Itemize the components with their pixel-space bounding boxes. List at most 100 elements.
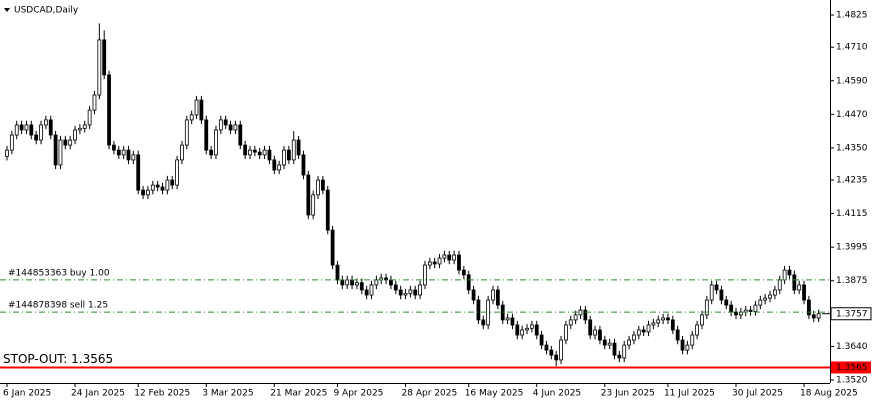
candle-body <box>427 261 432 266</box>
candle-body <box>364 289 369 296</box>
candle-body <box>87 109 92 126</box>
y-tick-label: 1.4710 <box>836 43 868 53</box>
candle-body <box>520 329 525 336</box>
candle-body <box>554 354 559 361</box>
candle-body <box>350 279 354 286</box>
stop-out-label: STOP-OUT: 1.3565 <box>3 352 113 366</box>
y-tick-label: 1.4825 <box>836 11 868 21</box>
x-tick-label: 24 Jan 2025 <box>71 389 125 399</box>
candle-body <box>777 279 782 291</box>
candle-body <box>92 94 97 111</box>
candle-body <box>97 39 102 96</box>
candle-body <box>432 261 437 265</box>
candle-body <box>651 322 656 326</box>
candle-body <box>403 292 408 296</box>
chart-title: USDCAD,Daily <box>14 6 79 16</box>
candle-body <box>481 319 486 326</box>
candle-body <box>286 149 291 161</box>
candle-body <box>238 124 243 146</box>
candle-body <box>34 134 39 141</box>
candle-body <box>738 311 743 316</box>
candle-body <box>442 254 447 259</box>
candle-body <box>719 289 724 301</box>
candle-body <box>787 269 792 276</box>
candle-body <box>418 284 423 296</box>
y-tick-label: 1.4590 <box>836 76 868 86</box>
candle-body <box>602 339 607 346</box>
candle-body <box>807 299 811 316</box>
candle-body <box>223 119 228 126</box>
candle-body <box>189 114 194 121</box>
candle-body <box>180 144 184 161</box>
candle-body <box>661 317 665 321</box>
candle-body <box>423 264 427 286</box>
candle-body <box>704 299 709 316</box>
candle-body <box>262 149 267 156</box>
candle-body <box>389 279 393 286</box>
x-tick-label: 28 Apr 2025 <box>402 389 458 399</box>
candle-body <box>452 254 457 261</box>
candle-body <box>272 159 277 171</box>
candle-body <box>471 289 476 301</box>
candle-body <box>534 324 539 336</box>
candle-body <box>233 124 238 131</box>
candle-body <box>252 149 257 153</box>
candle-body <box>320 179 325 191</box>
candle-body <box>267 149 272 161</box>
candle-body <box>58 139 63 166</box>
candle-body <box>802 284 806 301</box>
candle-body <box>627 339 631 346</box>
candle-body <box>593 329 597 336</box>
candle-body <box>729 304 734 313</box>
candle-body <box>296 139 301 156</box>
candle-body <box>291 139 296 161</box>
candle-body <box>612 342 617 356</box>
candle-body <box>408 289 413 294</box>
candle-body <box>146 189 150 196</box>
candle-body <box>63 139 68 146</box>
candle-body <box>277 164 282 171</box>
candle-body <box>797 284 802 291</box>
candle-body <box>748 309 753 312</box>
candle-body <box>136 154 141 191</box>
candle-body <box>724 299 729 306</box>
candle-body <box>685 344 690 351</box>
bid-price: 1.3757 <box>836 309 868 319</box>
candle-body <box>641 329 646 333</box>
candle-body <box>141 189 145 196</box>
candle-body <box>121 149 126 156</box>
candle-body <box>116 149 121 156</box>
candle-body <box>486 299 491 326</box>
candle-body <box>505 317 510 321</box>
candle-body <box>199 99 204 121</box>
candle-body <box>622 344 627 359</box>
candle-body <box>680 339 685 351</box>
candle-body <box>607 342 612 346</box>
candle-body <box>39 124 43 141</box>
candle-body <box>209 149 214 156</box>
y-tick-label: 1.3640 <box>836 342 868 352</box>
candle-body <box>257 151 262 156</box>
candle-body <box>515 324 520 336</box>
candle-body <box>9 134 14 151</box>
candle-body <box>510 317 515 326</box>
candle-body <box>734 311 738 316</box>
candle-body <box>476 299 481 321</box>
candle-body <box>68 139 73 146</box>
candle-body <box>811 314 816 319</box>
candle-body <box>131 154 136 161</box>
candle-body <box>330 229 335 266</box>
candle-body <box>393 284 398 291</box>
candle-body <box>714 284 719 291</box>
candle-body <box>782 269 787 281</box>
candle-body <box>763 297 768 301</box>
x-tick-label: 3 Mar 2025 <box>202 389 253 399</box>
candle-body <box>598 329 602 341</box>
candle-body <box>340 279 345 286</box>
candle-body <box>5 149 9 157</box>
candle-body <box>150 184 155 191</box>
candle-body <box>316 179 320 196</box>
candle-body <box>243 144 248 156</box>
menu-arrow[interactable] <box>4 8 10 12</box>
candle-body <box>345 279 350 286</box>
